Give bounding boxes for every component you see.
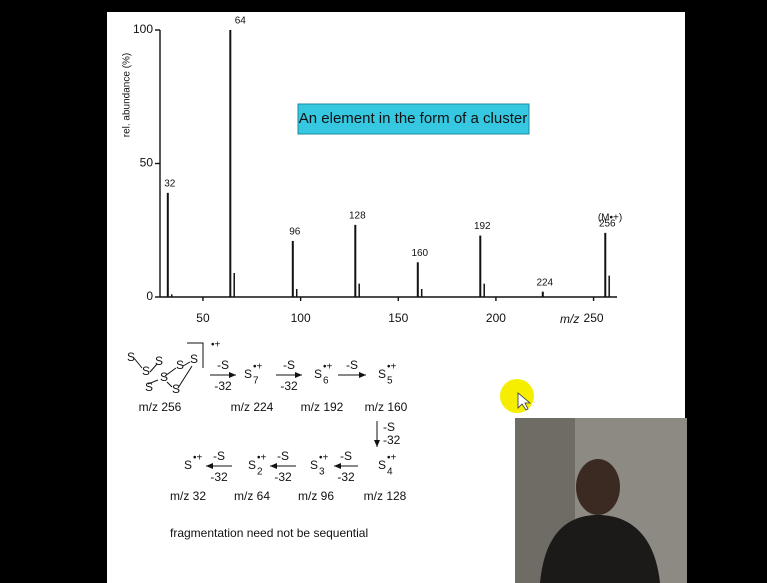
ion-charge: •+ <box>323 362 333 373</box>
atom: S <box>160 370 168 384</box>
atom: S <box>142 364 150 378</box>
step-loss: -S <box>340 449 352 463</box>
charge: •+ <box>211 340 221 351</box>
step-mass: -32 <box>280 379 298 393</box>
step-loss: -S <box>283 358 295 372</box>
ion-subscript: 3 <box>319 467 325 478</box>
mz-label: m/z 96 <box>298 489 334 503</box>
atom: S <box>127 350 135 364</box>
ion-charge: •+ <box>193 453 203 464</box>
step-mass: -32 <box>214 379 232 393</box>
atom: S <box>172 382 180 396</box>
peak-label: 160 <box>411 248 428 259</box>
mz-label: m/z 32 <box>170 489 206 503</box>
step-mass: -32 <box>337 470 355 484</box>
x-tick-label: 150 <box>388 311 408 325</box>
atom: S <box>190 352 198 366</box>
ion-subscript: 7 <box>253 376 259 387</box>
y-axis-label: rel. abundance (%) <box>122 53 133 138</box>
peak-label: 96 <box>289 227 301 238</box>
ion-symbol: S <box>378 367 386 381</box>
peak-label: 32 <box>164 179 176 190</box>
step-mass: -32 <box>210 470 228 484</box>
x-tick-label: 100 <box>291 311 311 325</box>
peak-label: 128 <box>349 211 366 222</box>
ion-charge: •+ <box>257 453 267 464</box>
ion-symbol: S <box>378 458 386 472</box>
x-axis-label: m/z <box>560 312 579 326</box>
page: {"chart_data": {"type": "stem", "title":… <box>0 0 767 583</box>
mz-label: m/z 256 <box>139 400 182 414</box>
ion-symbol: S <box>314 367 322 381</box>
x-tick-label: 250 <box>584 311 604 325</box>
peak-label: 224 <box>536 277 553 288</box>
webcam <box>515 418 687 583</box>
ion-subscript: 5 <box>387 376 393 387</box>
ion-symbol: S <box>248 458 256 472</box>
ion-symbol: S <box>184 458 192 472</box>
mz-label: m/z 160 <box>365 400 408 414</box>
step-loss: -S <box>346 358 358 372</box>
step-loss: -S <box>277 449 289 463</box>
y-tick-label: 50 <box>140 156 154 170</box>
x-tick-label: 200 <box>486 311 506 325</box>
peak-label: 64 <box>235 16 247 27</box>
ion-symbol: S <box>244 367 252 381</box>
ion-charge: •+ <box>387 362 397 373</box>
ion-subscript: 6 <box>323 376 329 387</box>
step-loss: -S <box>213 449 225 463</box>
cursor-highlight <box>500 379 534 413</box>
ion-symbol: S <box>310 458 318 472</box>
mz-label: m/z 128 <box>364 489 407 503</box>
mz-label: m/z 64 <box>234 489 270 503</box>
step-loss: -S <box>217 358 229 372</box>
ion-subscript: 2 <box>257 467 263 478</box>
peak-label: 192 <box>474 221 491 232</box>
mz-label: m/z 192 <box>301 400 344 414</box>
atom: S <box>155 354 163 368</box>
ion-charge: •+ <box>253 362 263 373</box>
peak-label: 256 <box>599 219 616 230</box>
step-mass: -32 <box>383 433 401 447</box>
ion-subscript: 4 <box>387 467 393 478</box>
y-tick-label: 100 <box>133 22 153 36</box>
screen: An element in the form of a cluster m/z … <box>0 0 767 583</box>
atom: S <box>176 358 184 372</box>
x-tick-label: 50 <box>196 311 210 325</box>
ion-charge: •+ <box>387 453 397 464</box>
step-loss: -S <box>383 420 395 434</box>
chart-title: An element in the form of a cluster <box>299 110 527 127</box>
ion-charge: •+ <box>319 453 329 464</box>
mz-label: m/z 224 <box>231 400 274 414</box>
note: fragmentation need not be sequential <box>170 526 368 540</box>
y-tick-label: 0 <box>146 289 153 303</box>
step-mass: -32 <box>274 470 292 484</box>
